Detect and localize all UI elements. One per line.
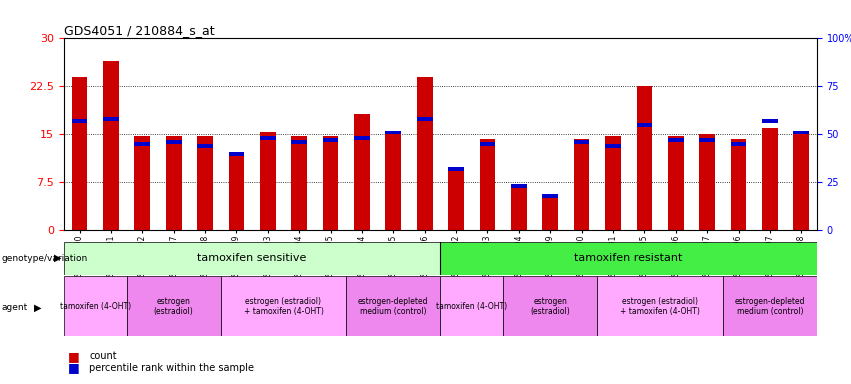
Bar: [64, 242, 440, 275]
Bar: [229, 152, 244, 156]
Bar: [260, 136, 276, 140]
Bar: [417, 77, 432, 230]
Text: percentile rank within the sample: percentile rank within the sample: [89, 363, 254, 373]
Bar: [323, 136, 339, 230]
Text: tamoxifen (4-OHT): tamoxifen (4-OHT): [437, 302, 507, 311]
Bar: [574, 139, 590, 230]
Text: estrogen-depleted
medium (control): estrogen-depleted medium (control): [358, 296, 429, 316]
Bar: [542, 195, 558, 230]
Bar: [229, 154, 244, 230]
Bar: [440, 276, 503, 336]
Bar: [448, 167, 464, 171]
Bar: [793, 131, 809, 230]
Bar: [166, 140, 181, 144]
Bar: [637, 123, 652, 127]
Bar: [542, 194, 558, 198]
Bar: [64, 276, 127, 336]
Bar: [440, 242, 817, 275]
Bar: [323, 138, 339, 142]
Text: tamoxifen sensitive: tamoxifen sensitive: [197, 253, 307, 263]
Bar: [197, 144, 213, 148]
Bar: [731, 142, 746, 146]
Bar: [762, 119, 778, 123]
Bar: [793, 131, 809, 134]
Bar: [197, 136, 213, 230]
Text: tamoxifen (4-OHT): tamoxifen (4-OHT): [60, 302, 131, 311]
Bar: [220, 276, 346, 336]
Bar: [668, 136, 683, 230]
Bar: [291, 136, 307, 230]
Bar: [722, 276, 817, 336]
Bar: [605, 144, 621, 148]
Text: GDS4051 / 210884_s_at: GDS4051 / 210884_s_at: [64, 24, 214, 37]
Bar: [386, 131, 401, 134]
Bar: [103, 61, 119, 230]
Text: estrogen
(estradiol): estrogen (estradiol): [530, 296, 570, 316]
Bar: [597, 276, 722, 336]
Text: estrogen (estradiol)
+ tamoxifen (4-OHT): estrogen (estradiol) + tamoxifen (4-OHT): [620, 296, 700, 316]
Text: ■: ■: [68, 361, 80, 374]
Bar: [134, 136, 150, 230]
Bar: [637, 86, 652, 230]
Text: tamoxifen resistant: tamoxifen resistant: [574, 253, 683, 263]
Bar: [503, 276, 597, 336]
Bar: [417, 117, 432, 121]
Text: ▶: ▶: [34, 303, 42, 313]
Bar: [71, 77, 88, 230]
Bar: [346, 276, 440, 336]
Bar: [700, 134, 715, 230]
Text: estrogen
(estradiol): estrogen (estradiol): [154, 296, 193, 316]
Bar: [480, 139, 495, 230]
Text: genotype/variation: genotype/variation: [2, 253, 88, 263]
Bar: [480, 142, 495, 146]
Bar: [260, 132, 276, 230]
Bar: [700, 138, 715, 142]
Bar: [134, 142, 150, 146]
Bar: [291, 140, 307, 144]
Bar: [354, 114, 370, 230]
Bar: [127, 276, 220, 336]
Text: agent: agent: [2, 303, 28, 313]
Bar: [762, 128, 778, 230]
Bar: [166, 136, 181, 230]
Bar: [574, 140, 590, 144]
Bar: [511, 184, 527, 188]
Bar: [605, 136, 621, 230]
Text: ■: ■: [68, 350, 80, 363]
Bar: [668, 138, 683, 142]
Bar: [103, 117, 119, 121]
Bar: [448, 170, 464, 230]
Bar: [731, 139, 746, 230]
Bar: [511, 187, 527, 230]
Text: estrogen-depleted
medium (control): estrogen-depleted medium (control): [734, 296, 805, 316]
Bar: [386, 131, 401, 230]
Text: count: count: [89, 351, 117, 361]
Bar: [354, 136, 370, 140]
Text: ▶: ▶: [54, 253, 61, 263]
Bar: [71, 119, 88, 123]
Text: estrogen (estradiol)
+ tamoxifen (4-OHT): estrogen (estradiol) + tamoxifen (4-OHT): [243, 296, 323, 316]
